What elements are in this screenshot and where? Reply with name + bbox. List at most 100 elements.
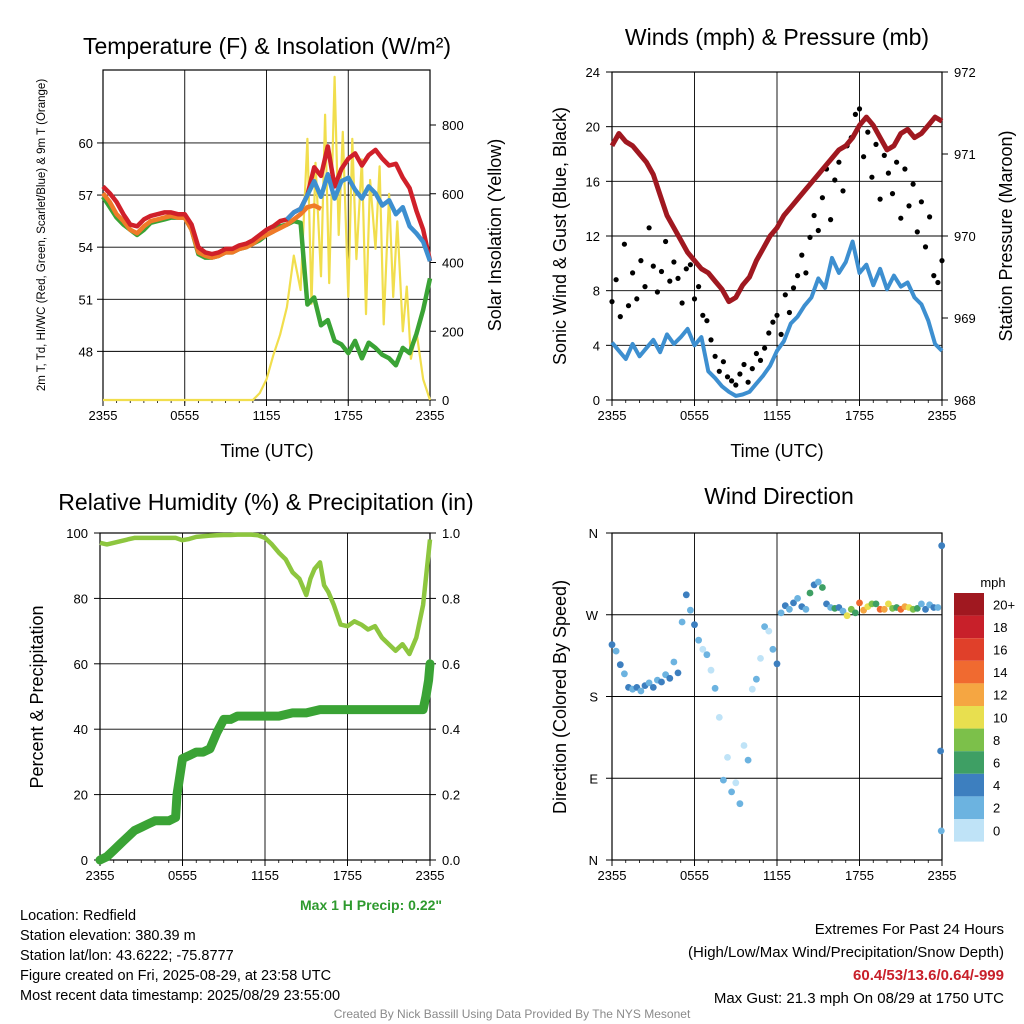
- insolation-ytick-label: 400: [442, 256, 464, 271]
- direction-point: [765, 627, 773, 635]
- wind-ytick-label: 0: [593, 393, 600, 408]
- direction-point: [720, 776, 727, 784]
- direction-point: [740, 742, 748, 749]
- wind-ytick-label: 24: [586, 65, 600, 80]
- gust-point: [729, 378, 735, 384]
- gust-point: [638, 258, 644, 264]
- direction-point: [937, 827, 945, 835]
- gust-point: [770, 319, 776, 325]
- gust-point: [766, 330, 772, 336]
- direction-point: [670, 658, 678, 666]
- gust-point: [749, 366, 755, 372]
- humidity-ytick-label: 80: [74, 591, 88, 606]
- humidity-xtick-label: 1155: [251, 868, 279, 883]
- direction-point: [777, 609, 785, 617]
- gust-point: [865, 129, 871, 135]
- temp-xtick-label: 0555: [170, 408, 199, 423]
- direction-point: [753, 675, 760, 683]
- humidity-xtick-label: 2355: [416, 868, 445, 883]
- gust-point: [774, 312, 780, 318]
- extremes-values: 60.4/53/13.6/0.64/-999: [853, 967, 1004, 984]
- legend-label: 8: [993, 733, 1000, 748]
- gust-point: [836, 159, 842, 165]
- direction-point: [934, 604, 942, 611]
- gust-point: [877, 196, 883, 202]
- gust-point: [935, 279, 941, 286]
- direction-point: [757, 655, 764, 662]
- legend-label: 20+: [993, 597, 1015, 612]
- direction-point: [806, 589, 814, 597]
- gust-point: [828, 217, 834, 223]
- precip-ytick-label: 0.8: [442, 591, 460, 606]
- direction-point: [616, 661, 624, 669]
- legend-label: 2: [993, 801, 1000, 816]
- gust-point: [927, 214, 933, 220]
- legend-label: 18: [993, 620, 1007, 635]
- direction-point: [691, 621, 698, 629]
- legend-swatch: [954, 751, 984, 774]
- gust-point: [811, 212, 817, 219]
- direction-point: [732, 779, 740, 787]
- direction-point: [794, 595, 801, 602]
- gust-point: [696, 284, 702, 290]
- wind-ylabel: Sonic Wind & Gust (Blue, Black): [550, 107, 570, 365]
- gust-point: [861, 154, 867, 160]
- gust-point: [819, 195, 826, 201]
- direction-point: [687, 606, 694, 614]
- extremes-subheading: (High/Low/Max Wind/Precipitation/Snow De…: [688, 944, 1004, 961]
- legend-label: 12: [993, 688, 1007, 703]
- wind-direction-panel: 2355 0555 1155 1755 2355NESWNmph20+181614121…: [550, 483, 1015, 883]
- direction-point: [872, 600, 880, 608]
- direction-point: [658, 678, 665, 686]
- temp-series-line: [101, 144, 433, 262]
- precip-ytick-label: 0.4: [442, 722, 460, 737]
- gust-point: [712, 353, 718, 359]
- gust-point: [931, 273, 937, 279]
- legend-swatch: [954, 638, 984, 661]
- direction-point: [744, 756, 752, 764]
- gust-point: [786, 309, 793, 316]
- direction-ytick-label: W: [586, 608, 599, 623]
- insolation-ylabel: Solar Insolation (Yellow): [485, 139, 505, 331]
- gust-point: [889, 191, 896, 197]
- pressure-ytick-label: 968: [954, 393, 976, 408]
- wind-xtick-label: 1155: [763, 408, 791, 423]
- direction-point: [711, 684, 719, 692]
- gust-point: [745, 379, 751, 385]
- precip-line: [95, 659, 435, 865]
- wind-ytick-label: 4: [593, 338, 600, 353]
- direction-point: [699, 645, 707, 653]
- wind-chart-title: Winds (mph) & Pressure (mb): [625, 24, 929, 50]
- direction-xtick-label: 1155: [763, 868, 791, 883]
- pressure-ytick-label: 971: [954, 147, 976, 162]
- gust-point: [737, 371, 743, 377]
- gust-point: [762, 345, 768, 351]
- direction-point: [922, 605, 929, 613]
- legend-swatch: [954, 728, 984, 752]
- latlon-text: Station lat/lon: 43.6222; -75.8777: [20, 948, 234, 964]
- gust-point: [918, 199, 925, 205]
- temperature-panel: 2355 0555 1155 1755 235548515457600200400600…: [36, 33, 505, 461]
- gust-point: [613, 277, 619, 283]
- elevation-text: Station elevation: 380.39 m: [20, 928, 196, 944]
- temp-xtick-label: 1155: [253, 408, 281, 423]
- gust-point: [646, 225, 652, 231]
- legend-swatch: [954, 615, 984, 639]
- gust-point: [625, 303, 632, 309]
- temp-series-line: [101, 191, 323, 260]
- gust-point: [716, 368, 722, 374]
- gust-point: [708, 337, 714, 343]
- gust-point: [642, 284, 648, 290]
- direction-ytick-label: N: [589, 853, 598, 868]
- legend-label: 4: [993, 778, 1000, 793]
- pressure-ytick-label: 970: [954, 229, 976, 244]
- temp-ytick-label: 51: [79, 292, 93, 307]
- gust-point: [852, 111, 859, 117]
- legend-swatch: [954, 819, 984, 842]
- direction-point: [645, 679, 653, 687]
- direction-point: [678, 618, 686, 626]
- gust-point: [691, 296, 698, 302]
- gust-point: [720, 359, 727, 365]
- gust-point: [914, 229, 920, 235]
